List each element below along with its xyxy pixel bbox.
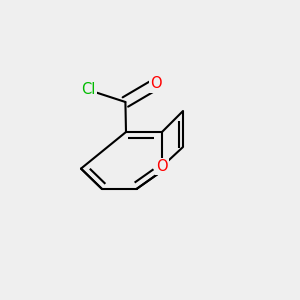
Text: Cl: Cl [81, 82, 96, 98]
Text: O: O [150, 76, 162, 92]
Text: O: O [156, 159, 168, 174]
